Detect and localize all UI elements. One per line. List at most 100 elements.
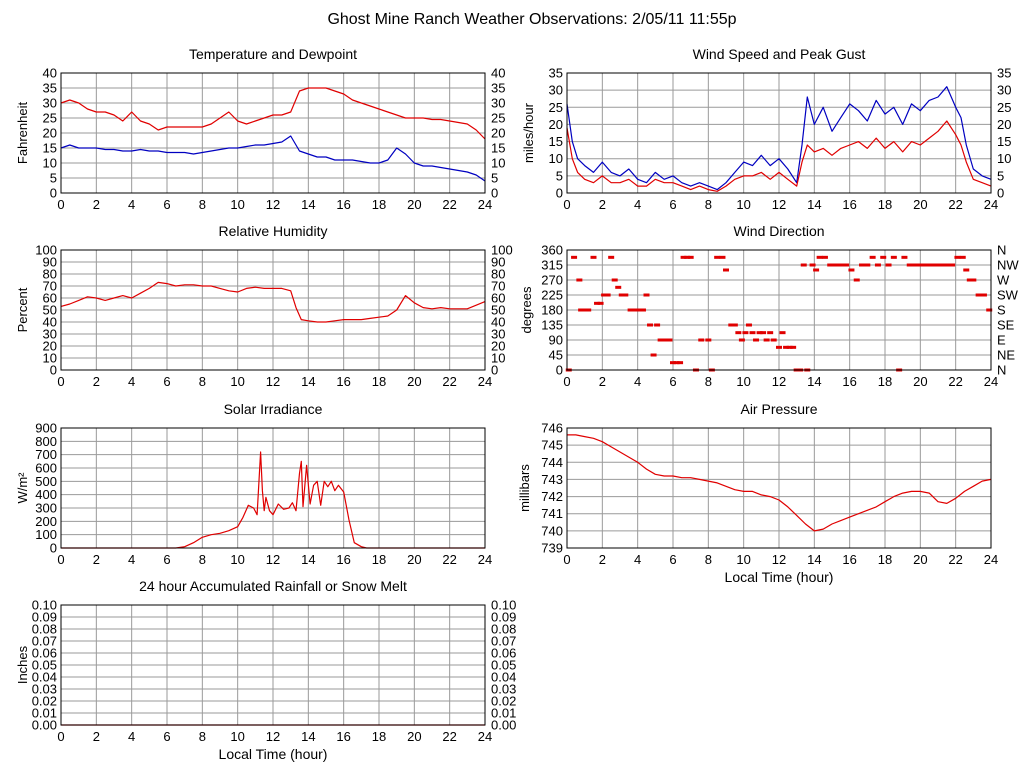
x-tick-label: 18	[878, 552, 892, 567]
data-point	[756, 331, 763, 335]
data-point	[906, 263, 913, 267]
x-tick-label: 6	[163, 374, 170, 389]
data-point	[949, 263, 956, 267]
plot-frame	[60, 427, 486, 549]
data-point	[594, 301, 601, 305]
y-tick-label: 10	[43, 156, 57, 171]
y-tick-label: 5	[50, 171, 57, 186]
y-tick-label: 0.05	[32, 658, 57, 673]
x-tick-label: 8	[199, 729, 206, 744]
data-point	[661, 338, 668, 342]
data-point	[837, 263, 844, 267]
data-point	[790, 345, 797, 349]
y-tick-label: 100	[35, 243, 57, 258]
right-y-tick-label: 90	[491, 255, 505, 270]
data-point	[763, 338, 770, 342]
right-y-tick-label: 0	[491, 363, 498, 378]
right-y-tick-label: 0.07	[491, 634, 516, 649]
y-tick-label: 180	[541, 303, 563, 318]
y-tick-label: 80	[43, 267, 57, 282]
data-point	[723, 268, 729, 272]
x-tick-label: 2	[93, 729, 100, 744]
y-tick-label: 400	[35, 487, 57, 502]
y-tick-label: 15	[549, 134, 563, 149]
data-point	[571, 255, 578, 259]
right-y-tick-label: 30	[997, 83, 1011, 98]
y-tick-label: 70	[43, 279, 57, 294]
x-tick-label: 18	[372, 552, 386, 567]
data-point	[954, 255, 961, 259]
x-tick-label: 24	[478, 197, 492, 212]
right-y-tick-label: 20	[491, 339, 505, 354]
x-tick-label: 0	[57, 729, 64, 744]
data-point	[813, 268, 820, 272]
y-tick-label: 0	[556, 186, 563, 201]
data-point	[622, 293, 629, 297]
data-point	[654, 323, 661, 327]
x-tick-label: 8	[705, 552, 712, 567]
right-y-tick-label: 15	[997, 134, 1011, 149]
x-tick-label: 8	[705, 197, 712, 212]
y-tick-label: 700	[35, 447, 57, 462]
data-point	[585, 308, 592, 312]
x-tick-label: 12	[266, 197, 280, 212]
plot-frame	[566, 249, 992, 371]
right-y-tick-label: 30	[491, 96, 505, 111]
data-point	[927, 263, 934, 267]
right-y-tick-label: 35	[491, 81, 505, 96]
x-tick-label: 4	[128, 374, 135, 389]
data-point	[650, 353, 657, 357]
y-tick-label: 0.10	[32, 598, 57, 613]
data-point	[843, 263, 850, 267]
y-tick-label: 90	[43, 255, 57, 270]
data-point	[714, 255, 721, 259]
data-point	[742, 331, 749, 335]
data-point	[966, 278, 973, 282]
data-point	[760, 331, 767, 335]
page-title: Ghost Mine Ranch Weather Observations: 2…	[327, 11, 736, 28]
right-y-tick-label: 0	[997, 186, 1004, 201]
x-tick-label: 22	[442, 552, 456, 567]
y-tick-label: 10	[549, 151, 563, 166]
data-point	[601, 293, 608, 297]
x-tick-label: 2	[93, 197, 100, 212]
x-tick-label: 14	[807, 552, 821, 567]
right-y-tick-label: 10	[491, 156, 505, 171]
y-tick-label: 739	[541, 541, 563, 556]
x-tick-label: 4	[128, 552, 135, 567]
right-y-tick-label: 5	[491, 171, 498, 186]
y-tick-label: 50	[43, 303, 57, 318]
x-tick-label: 0	[57, 374, 64, 389]
data-point	[705, 338, 712, 342]
data-point	[869, 255, 876, 259]
series-line-wind-1	[566, 120, 992, 192]
y-tick-label: 5	[556, 168, 563, 183]
data-point	[901, 255, 908, 259]
x-tick-label: 2	[93, 552, 100, 567]
data-point	[938, 263, 945, 267]
right-y-tick-label: 5	[997, 168, 1004, 183]
x-tick-label: 2	[599, 552, 606, 567]
x-tick-label: 12	[772, 197, 786, 212]
y-tick-label: 0	[50, 541, 57, 556]
data-point	[632, 308, 639, 312]
x-tick-label: 24	[478, 374, 492, 389]
data-point	[611, 278, 618, 282]
chart-title: Air Pressure	[740, 401, 817, 417]
data-point	[615, 285, 622, 289]
data-point	[959, 255, 966, 259]
data-point	[597, 301, 604, 305]
chart-rain: 24 hour Accumulated Rainfall or Snow Mel…	[15, 578, 516, 762]
data-point	[576, 278, 583, 282]
y-tick-label: 10	[43, 351, 57, 366]
data-point	[859, 263, 866, 267]
x-tick-label: 4	[128, 729, 135, 744]
right-y-tick-label: 100	[491, 243, 513, 258]
right-y-tick-label: NW	[997, 258, 1019, 273]
x-tick-label: 8	[199, 197, 206, 212]
right-y-tick-label: SE	[997, 318, 1015, 333]
right-y-tick-label: E	[997, 333, 1006, 348]
right-y-tick-label: 50	[491, 303, 505, 318]
right-y-tick-label: 0.08	[491, 622, 516, 637]
data-point	[816, 255, 823, 259]
